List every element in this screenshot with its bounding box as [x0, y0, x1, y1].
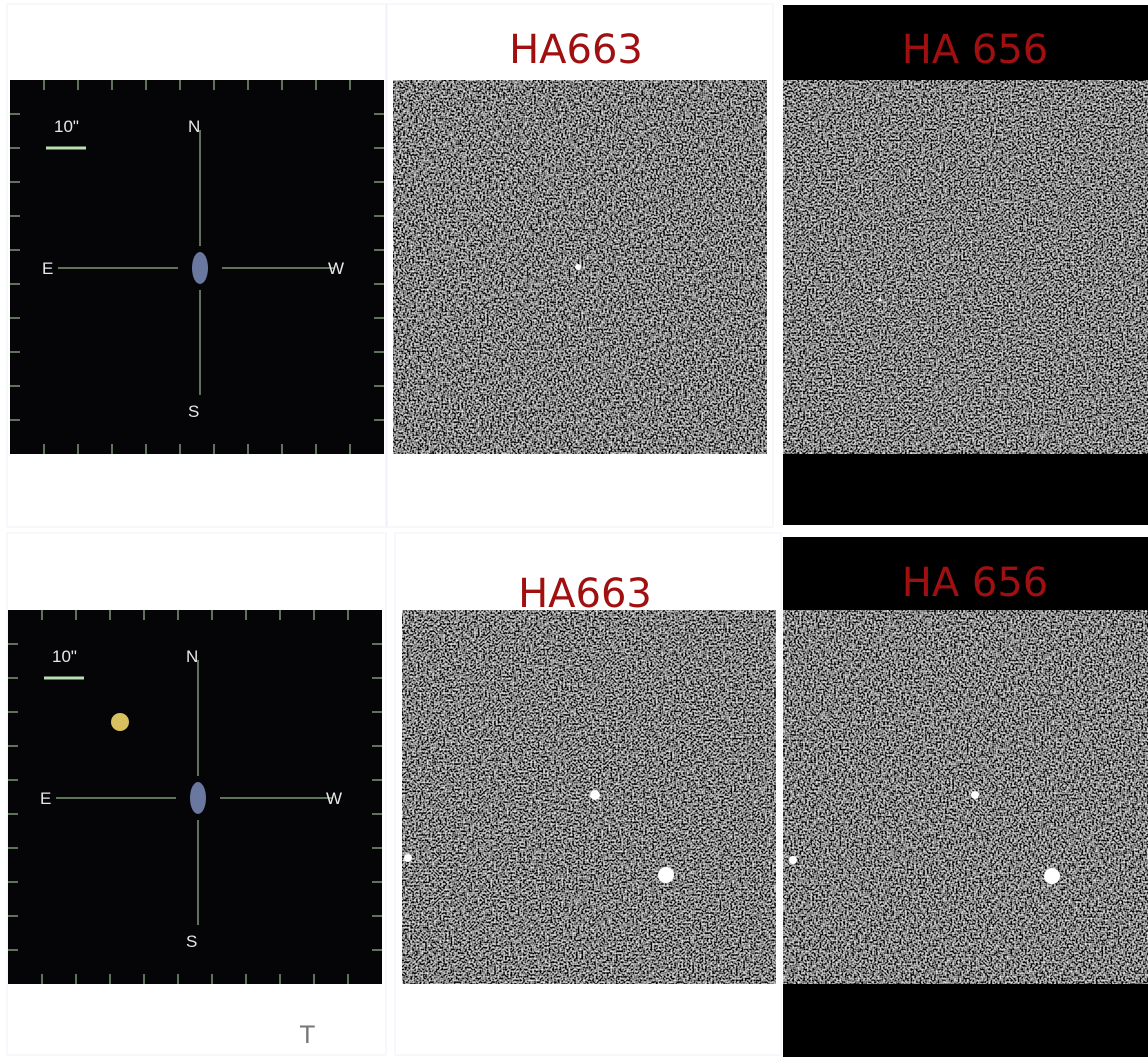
source [789, 856, 797, 864]
filter-title: HA 656 [902, 560, 1049, 606]
compass-s: S [188, 402, 199, 421]
filter-title: HA663 [509, 27, 643, 73]
page: T 10" N S E W HA663 HA 656 10" N S E W HA663 HA 656 [0, 0, 1148, 1059]
star [111, 713, 129, 731]
galaxy [192, 252, 208, 284]
compass-e: E [40, 789, 51, 808]
noise-image [402, 610, 776, 984]
footer-fragment: T [299, 1021, 315, 1049]
source [658, 867, 674, 883]
source [404, 854, 412, 862]
compass-w: W [326, 789, 342, 808]
source [1044, 868, 1060, 884]
scale-label: 10" [54, 117, 79, 136]
compass-e: E [42, 259, 53, 278]
source [575, 264, 581, 270]
compass-n: N [186, 647, 198, 666]
filter-title: HA663 [518, 571, 652, 617]
compass-w: W [328, 259, 344, 278]
source [879, 299, 882, 302]
source [971, 791, 979, 799]
noise-image [783, 80, 1148, 454]
filter-title: HA 656 [902, 27, 1049, 73]
scale-label: 10" [52, 647, 77, 666]
compass-n: N [188, 117, 200, 136]
source [590, 790, 600, 800]
compass-s: S [186, 932, 197, 951]
galaxy [190, 782, 206, 814]
noise-image [783, 610, 1148, 984]
